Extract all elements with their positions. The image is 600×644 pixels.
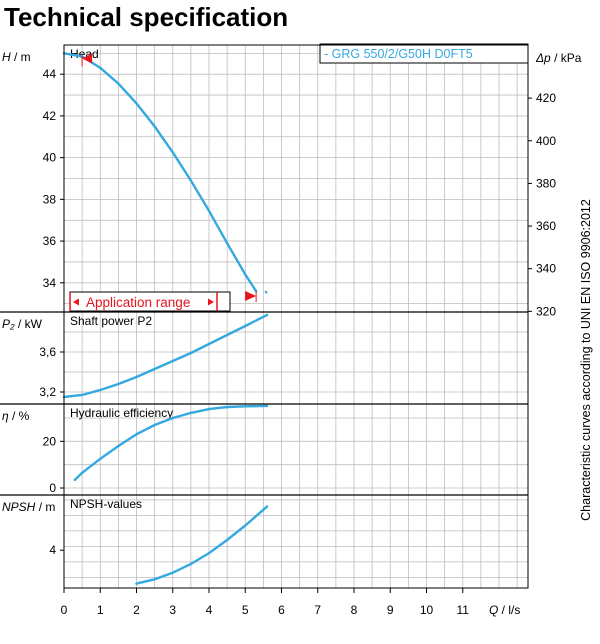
y-right-tick-label: 380 [536,176,556,190]
curve-point [99,388,102,392]
curve-point [153,578,156,581]
curve-point [225,241,229,245]
y-tick-label: 20 [43,434,57,448]
y-right-tick-label: 360 [536,219,556,233]
panel-title: Hydraulic efficiency [70,406,173,420]
x-tick-label: 11 [457,603,470,617]
curve-point [207,551,211,555]
curve-point [225,538,229,542]
range-start-marker [82,53,93,64]
y-tick-label: 42 [43,109,57,123]
y-tick-label: 44 [43,67,57,81]
y-axis-label: NPSH / m [2,500,55,514]
x-tick-label: 1 [97,603,104,617]
curve-line [135,505,269,585]
curve-tail [264,290,268,294]
curve-point [189,179,193,182]
curve-point [244,405,247,408]
x-tick-label: 0 [61,603,68,617]
y-axis-label: η / % [2,409,30,423]
curve-point [117,382,120,386]
side-note: Characteristic curves according to UNI E… [579,199,593,521]
range-end-marker [245,291,257,301]
curve-point [135,102,138,105]
curve-point [99,66,102,70]
curve-point [80,393,84,397]
curve-point [189,351,193,355]
x-tick-label: 10 [420,603,434,617]
curve-point [207,342,211,346]
y-right-tick-label: 420 [536,91,556,105]
curve-point [225,405,229,409]
y-tick-label: 3,2 [39,385,56,399]
panel-4: 4 NPSH-values [49,497,528,585]
x-tick-label: 9 [387,603,394,617]
page-title: Technical specification [4,2,289,32]
y-tick-label: 40 [43,151,57,165]
curve-point [189,411,193,415]
y-right-axis-label: Δp / kPa [535,51,582,65]
y-tick-label: 4 [49,543,56,557]
curve-point [265,313,269,317]
y-right-tick-label: 400 [536,134,556,148]
curve-point [171,571,174,574]
curve-point [265,505,269,508]
curve-point [153,125,156,128]
y-tick-label: 3,6 [39,345,56,359]
y-tick-label: 0 [49,481,56,495]
curve-point [244,524,247,527]
curve-point [135,433,138,436]
y-right-tick-label: 340 [536,262,556,276]
x-tick-label: 6 [278,603,285,617]
curve-point [171,359,174,363]
curve-point [153,423,156,427]
y-tick-label: 36 [43,234,57,248]
application-range-label: Application range [86,295,190,310]
curve-point [135,582,138,585]
curve-line [62,52,258,293]
x-tick-label: 8 [351,603,358,617]
y-axis-label: H / m [2,50,31,64]
panel-3: 0 20 Hydraulic efficiency [43,404,528,495]
curve-point [73,478,77,482]
x-tick-label: 4 [206,603,213,617]
curve-point [117,82,120,85]
plot-frame [63,44,529,589]
curve-point [117,444,120,448]
y-tick-label: 34 [43,276,57,290]
curve-point [189,562,193,566]
x-tick-label: 7 [314,603,321,617]
curve-point [171,416,174,420]
curve-point [99,457,102,461]
curve-point [207,407,211,411]
curve-line [73,404,269,481]
y-right-tick-label: 320 [536,304,556,318]
panel-2: 3,2 3,6 Shaft power P2 [39,313,528,399]
curve-point [171,151,174,154]
curve-point [225,333,229,337]
curve-point [244,273,247,276]
curve-point [135,375,138,379]
curve-point [80,471,84,475]
x-tick-label: 3 [169,603,176,617]
curve-point [265,404,269,408]
panel-1: 343638404244320340360380400420HeadApplic… [43,43,556,318]
y-tick-label: 38 [43,192,57,206]
y-axis-label: P₂ / kW [2,317,43,331]
curve-point [153,367,156,371]
curve-point [244,324,247,328]
model-label: - GRG 550/2/G50H D0FT5 [324,47,473,61]
panel-title: NPSH-values [70,497,142,511]
x-tick-label: 2 [133,603,140,617]
curve-point [207,209,211,213]
panel-title: Shaft power P2 [70,314,152,328]
curve-line [62,313,269,399]
x-tick-label: 5 [242,603,249,617]
x-axis-label: Q / l/s [489,603,520,617]
